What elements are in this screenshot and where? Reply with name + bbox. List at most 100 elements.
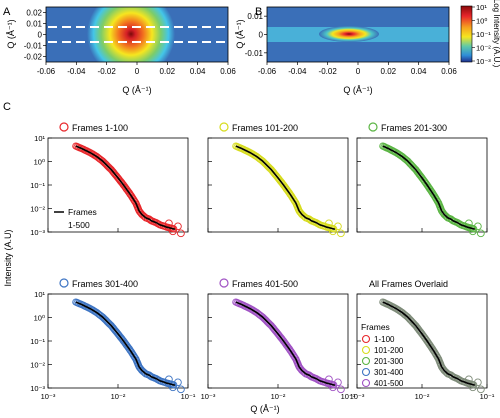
overlay-legend-label: 101-200: [374, 346, 404, 355]
y-tick-label: 10⁻³: [30, 228, 45, 237]
fit-line: [75, 301, 176, 387]
y-tick-label: 10⁻²: [30, 205, 45, 214]
x-tick-label: 0: [135, 67, 140, 76]
c-xlabel: Q (Å⁻¹): [250, 404, 279, 414]
y-tick-label: 0.01: [26, 20, 42, 29]
y-tick-label: 10⁻¹: [30, 337, 45, 346]
panel-c-plots: 10¹ 10⁰ 10⁻¹ 10⁻² 10⁻³ Frames 1-100 Frames 101…: [30, 122, 495, 401]
plot-frame: [47, 137, 189, 233]
x-tick-label: -0.06: [258, 67, 277, 76]
x-tick-label: -0.06: [37, 67, 56, 76]
data-point: [473, 378, 482, 387]
series-title: Frames 401-500: [232, 279, 298, 289]
data-point: [437, 207, 446, 215]
series-title: Frames 201-300: [381, 123, 447, 133]
series-marker: [219, 278, 229, 288]
series-title: Frames 1-100: [72, 123, 128, 133]
data-point: [174, 222, 182, 231]
x-tick-label: 0.04: [411, 67, 427, 76]
x-tick-label: 0.06: [220, 67, 236, 76]
plot-frame: [356, 137, 488, 233]
series-marker: [59, 278, 69, 288]
overlay-legend-marker: [361, 345, 371, 355]
plot-frame: [207, 293, 349, 389]
y-tick-label: 0.02: [26, 9, 42, 18]
data-markers: [72, 142, 185, 238]
x-tick-label: 0.04: [190, 67, 206, 76]
plot-5: 10⁻³ 10⁻² 10⁻¹ Frames 401-500: [201, 278, 356, 401]
data-point: [464, 219, 473, 228]
fit-line: [382, 301, 476, 387]
x-tick-label: -0.04: [67, 67, 86, 76]
data-markers: [232, 298, 345, 394]
y-tick-label: 0: [259, 31, 264, 40]
plot-3: Frames 201-300: [356, 122, 488, 238]
x-tick-label: 0.06: [441, 67, 457, 76]
x-tick-label: 10⁻³: [41, 392, 56, 401]
x-tick-label: 0.02: [381, 67, 397, 76]
plot-frame: [356, 293, 488, 389]
colorbar-tick-label: 10⁻³: [476, 57, 491, 66]
fit-line: [75, 145, 176, 231]
plot-1: 10¹ 10⁰ 10⁻¹ 10⁻² 10⁻³ Frames 1-100: [30, 122, 189, 238]
x-tick-label: 10⁻¹: [480, 392, 495, 401]
ylabel-a: Q (Å⁻¹): [6, 19, 16, 48]
fit-legend: Frames 1-500: [54, 207, 97, 230]
data-point: [325, 219, 333, 228]
data-point: [473, 222, 482, 231]
data-point: [177, 385, 185, 394]
panel-label-b: B: [255, 6, 262, 18]
y-tick-label: 0: [38, 31, 43, 40]
panel-label-a: A: [3, 6, 11, 18]
plot-4: 10¹ 10⁰ 10⁻¹ 10⁻² 10⁻³10⁻³ 10⁻² 10⁻¹ Frames 301…: [30, 278, 196, 401]
colorbar-tick-label: 10⁰: [476, 17, 487, 26]
c-ylabel: Intensity (A.U): [3, 229, 13, 286]
plot-2: Frames 101-200: [207, 122, 349, 238]
series-marker: [59, 122, 69, 132]
detector-image-b: [266, 6, 450, 63]
series-title: All Frames Overlaid: [369, 279, 448, 289]
data-point: [476, 229, 485, 238]
axes-b: -0.06 -0.04 -0.02 0 0.02 0.04 0.06 0.01 0 -0.01: [245, 12, 458, 76]
x-tick-label: 10⁻²: [111, 392, 126, 401]
y-tick-label: 10¹: [34, 290, 45, 299]
x-tick-label: -0.02: [319, 67, 338, 76]
series-title: Frames 301-400: [72, 279, 138, 289]
xlabel-b: Q (Å⁻¹): [343, 85, 372, 95]
fit-legend-label: 1-500: [68, 220, 90, 230]
y-tick-label: 10⁻³: [30, 384, 45, 393]
overlay-legend-title: Frames: [361, 322, 390, 332]
overlay-legend-label: 301-400: [374, 368, 404, 377]
data-markers: [232, 142, 345, 238]
panel-label-c: C: [3, 101, 11, 113]
colorbar: [460, 5, 473, 63]
data-point: [325, 375, 333, 384]
data-point: [334, 222, 342, 231]
ylabel-b: Q (Å⁻¹): [235, 19, 245, 48]
series-marker: [219, 122, 229, 132]
overlay-legend-marker: [361, 356, 371, 366]
x-tick-label: 10⁻¹: [181, 392, 196, 401]
data-point: [464, 375, 473, 384]
x-tick-label: 10⁻³: [350, 392, 365, 401]
colorbar-ticks: 10¹ 10⁰ 10⁻¹ 10⁻² 10⁻³: [472, 3, 491, 66]
colorbar-tick-label: 10¹: [476, 3, 487, 12]
overlay-legend-marker: [361, 334, 371, 344]
y-tick-label: 0.01: [247, 12, 263, 21]
x-tick-label: 10⁻²: [415, 392, 430, 401]
data-point: [476, 385, 485, 394]
x-tick-label: -0.02: [98, 67, 117, 76]
y-tick-label: -0.01: [24, 42, 43, 51]
plot-6: 10⁻³ 10⁻² 10⁻¹ All Frames Overlaid: [350, 279, 495, 401]
plot-frame: [207, 137, 349, 233]
colorbar-label: Log Intensity (A.U.): [492, 0, 500, 68]
series-title: Frames 101-200: [232, 123, 298, 133]
data-point: [437, 363, 446, 371]
y-tick-label: 10⁰: [34, 158, 45, 167]
data-point: [165, 219, 173, 228]
data-point: [337, 385, 345, 394]
x-tick-label: 10⁻¹: [341, 392, 356, 401]
colorbar-tick-label: 10⁻¹: [476, 30, 491, 39]
data-point: [174, 378, 182, 387]
